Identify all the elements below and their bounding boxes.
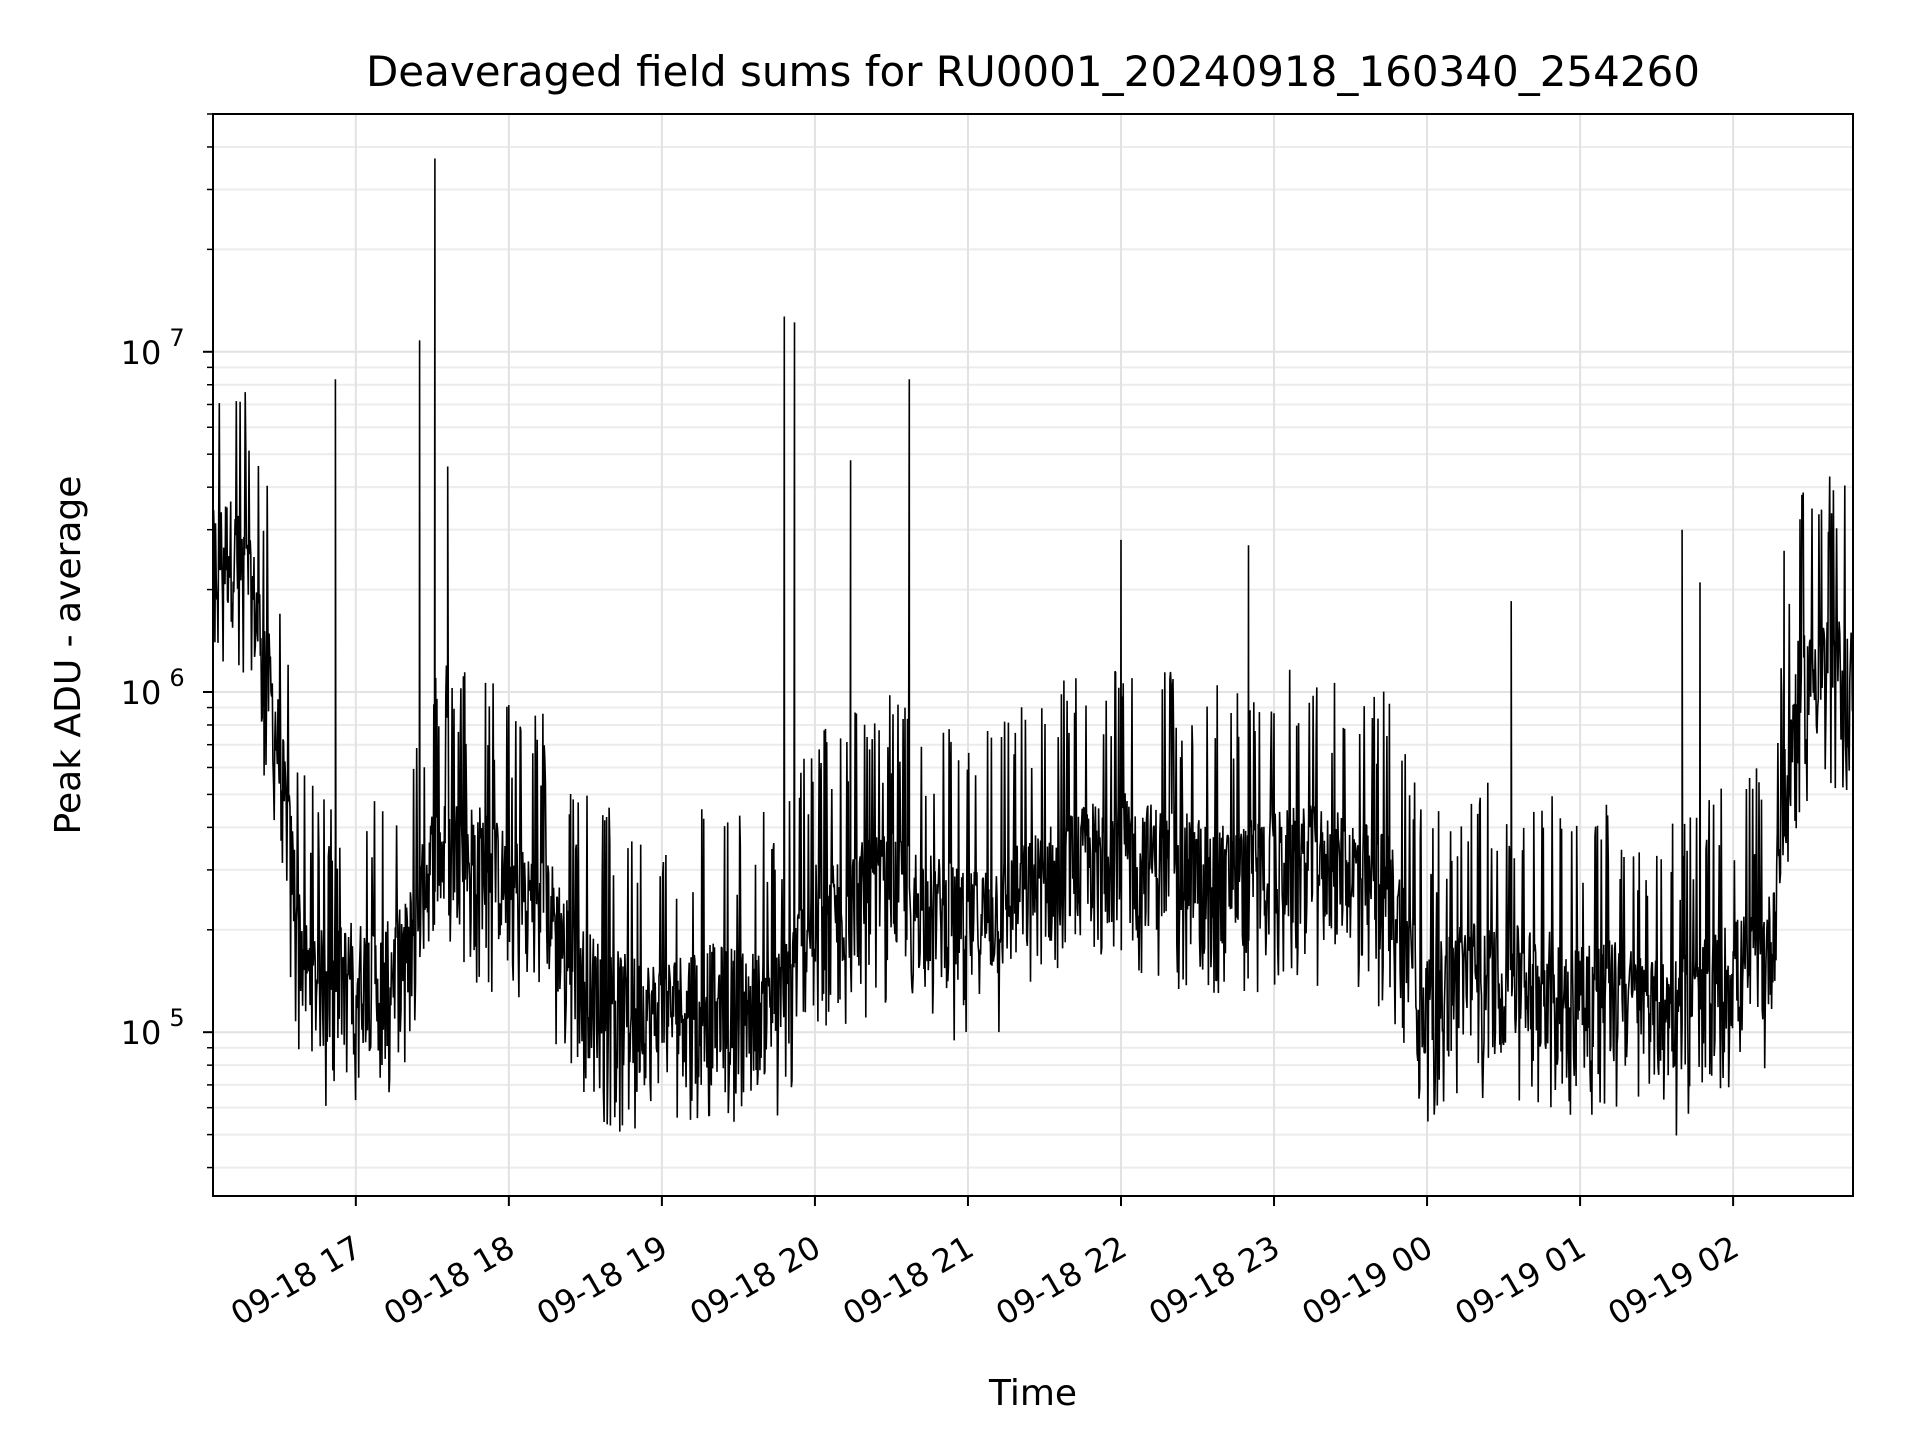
x-axis-label: Time <box>988 1373 1077 1414</box>
chart-title: Deaveraged field sums for RU0001_2024091… <box>366 47 1700 96</box>
y-tick-exponent: 6 <box>169 664 184 692</box>
major-gridlines <box>213 114 1853 1196</box>
plot-frame <box>212 113 1854 1197</box>
series-line <box>212 158 1854 1136</box>
y-tick-exponent: 5 <box>169 1004 184 1032</box>
y-tick-label: 10 <box>121 1014 162 1052</box>
y-tick-label: 10 <box>121 334 162 372</box>
y-tick-label: 10 <box>121 674 162 712</box>
y-axis-label: Peak ADU - average <box>48 476 89 835</box>
y-tick-exponent: 7 <box>169 324 184 352</box>
